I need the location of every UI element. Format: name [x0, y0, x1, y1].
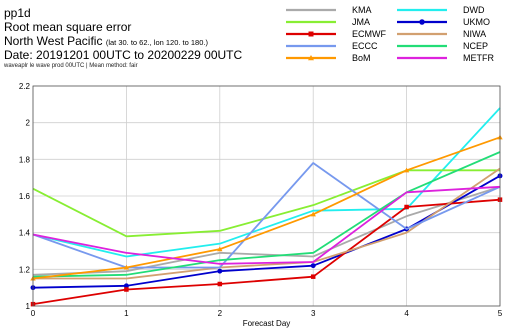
y-tick-label: 1.8: [19, 155, 31, 164]
chart-grid: [32, 85, 501, 307]
chart-metric-label: Root mean square error: [4, 20, 132, 34]
legend-item-ukmo: UKMO: [397, 17, 490, 27]
series-line: [32, 185, 501, 265]
series-marker: [308, 55, 314, 61]
x-tick-label: 0: [31, 309, 36, 318]
chart-date-range: Date: 20191201 00UTC to 20200229 00UTC: [4, 48, 243, 62]
legend-item-ecmwf: ECMWF: [286, 29, 386, 39]
chart-legend: KMA DWD JMA UKMO ECMWF NIWA ECCC NCEP BoM METFR: [286, 5, 494, 63]
legend-item-metfr: METFR: [397, 53, 494, 63]
legend-item-jma: JMA: [286, 17, 370, 27]
series-marker: [404, 204, 409, 210]
x-axis-label: Forecast Day: [243, 319, 291, 328]
series-eccc: [32, 162, 501, 269]
legend-item-niwa: NIWA: [397, 29, 486, 39]
plot-frame: [32, 85, 501, 307]
series-marker: [403, 167, 410, 173]
series-marker: [310, 274, 316, 279]
series-ncep: [32, 151, 501, 278]
y-tick-label: 2: [26, 119, 31, 128]
y-tick-label: 1: [26, 302, 31, 311]
series-marker: [310, 263, 316, 269]
chart-parameter-label: pp1d: [4, 6, 31, 20]
series-marker: [123, 264, 130, 270]
series-line: [32, 151, 501, 278]
series-line: [32, 169, 500, 238]
chart-region-label: North West Pacific (lat 30. to 62., lon …: [4, 34, 208, 48]
legend-item-ncep: NCEP: [397, 41, 488, 51]
series-ukmo: [30, 173, 503, 291]
y-tick-label: 2.2: [19, 82, 31, 91]
series-metfr: [32, 185, 501, 265]
region-name: North West Pacific: [4, 34, 103, 48]
x-tick-label: 3: [311, 309, 316, 318]
series-marker: [310, 211, 316, 217]
legend-label: METFR: [463, 53, 494, 63]
series-marker: [124, 287, 129, 292]
series-marker: [217, 246, 223, 252]
legend-label: KMA: [352, 5, 372, 15]
legend-item-bom: BoM: [286, 53, 371, 63]
legend-label: DWD: [463, 5, 485, 15]
legend-label: NIWA: [463, 29, 486, 39]
legend-label: JMA: [352, 17, 370, 27]
series-line: [32, 136, 501, 280]
x-tick-label: 1: [124, 309, 129, 318]
y-tick-label: 1.6: [19, 192, 31, 201]
y-tick-label: 1.4: [19, 229, 31, 238]
series-line: [32, 162, 501, 269]
series-marker: [217, 268, 223, 274]
legend-label: ECMWF: [352, 29, 386, 39]
x-tick-label: 4: [404, 309, 409, 318]
chart-method-note: waveaplr le wave prod 00UTC | Mean metho…: [4, 63, 138, 69]
series-kma: [32, 185, 501, 276]
legend-item-dwd: DWD: [397, 5, 485, 15]
chart-series: [30, 107, 503, 307]
legend-label: BoM: [352, 53, 371, 63]
series-marker: [308, 31, 314, 37]
series-line: [32, 175, 501, 289]
legend-item-kma: KMA: [286, 5, 372, 15]
legend-item-eccc: ECCC: [286, 41, 378, 51]
legend-label: ECCC: [352, 41, 378, 51]
series-line: [32, 185, 501, 276]
series-jma: [32, 169, 500, 238]
series-line: [32, 198, 501, 306]
legend-label: NCEP: [463, 41, 488, 51]
series-ecmwf: [30, 197, 503, 307]
x-tick-label: 5: [498, 309, 503, 318]
region-bounds: (lat 30. to 62., lon 120. to 180.): [105, 38, 208, 47]
series-marker: [217, 281, 223, 287]
y-tick-label: 1.2: [19, 265, 31, 274]
x-tick-label: 2: [218, 309, 223, 318]
series-marker: [419, 19, 425, 25]
legend-label: UKMO: [463, 17, 490, 27]
series-marker: [123, 283, 129, 289]
